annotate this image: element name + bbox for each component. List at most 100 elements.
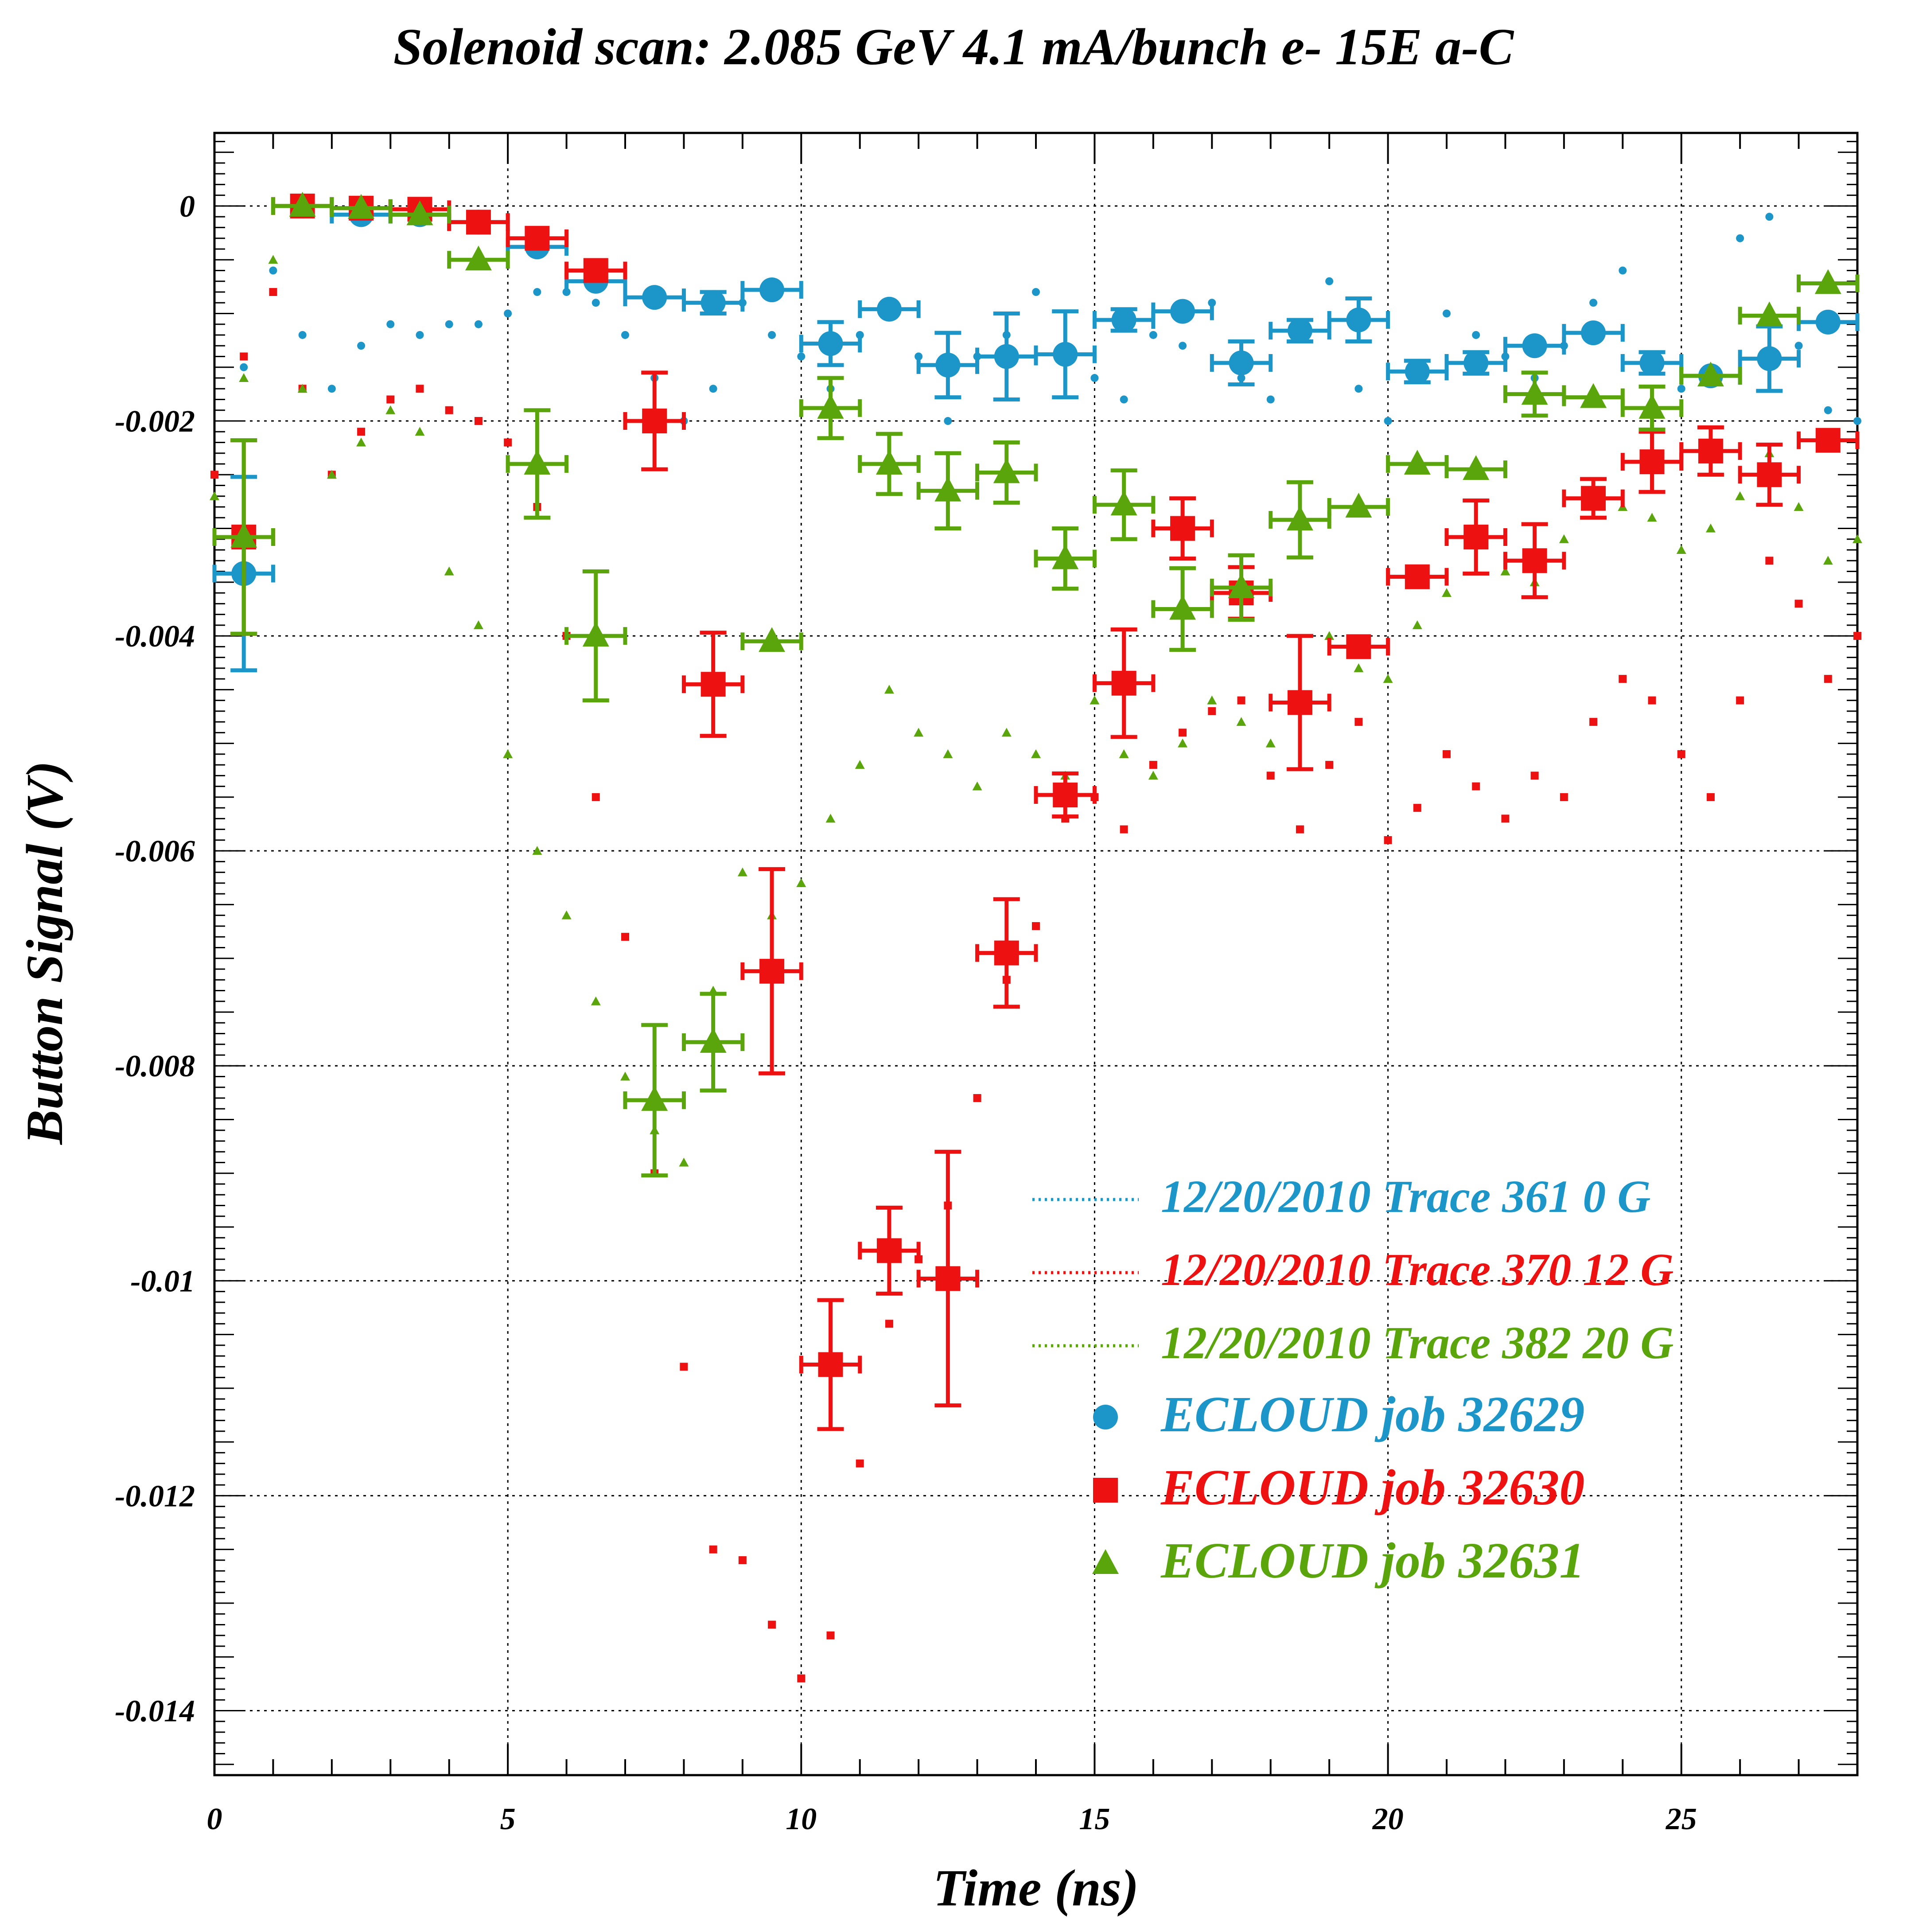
trace-point [1032,288,1040,296]
series-marker [994,940,1019,966]
legend-label: ECLOUD job 32630 [1160,1459,1584,1515]
trace-point [1384,417,1392,425]
trace-point [386,395,395,404]
trace-point [269,266,277,275]
trace-point [268,255,278,264]
axis-ticks [214,133,1858,1776]
series-marker [1169,595,1196,620]
series-marker [1287,690,1312,715]
series-marker [1110,491,1137,516]
trace-point [826,1631,835,1640]
trace-point [621,933,629,941]
series-marker [1111,308,1136,333]
trace-point [943,749,953,758]
trace-point [1443,750,1451,758]
trace-point [561,910,572,919]
trace-point [416,385,424,393]
trace-point [1530,771,1539,780]
series-marker [701,672,726,697]
trace-point [1472,782,1480,791]
series-marker [1814,269,1841,294]
trace-point [1853,632,1861,640]
series-marker [1170,299,1195,324]
trace-point [1001,728,1012,737]
chart-title: Solenoid scan: 2.085 GeV 4.1 mA/bunch e-… [393,18,1514,76]
y-tick-label: -0.006 [115,834,195,869]
trace-point [1032,922,1040,930]
trace-point [1619,675,1627,683]
trace-point [1296,825,1304,834]
trace-point [592,793,600,801]
trace-point [1560,793,1568,801]
legend-label: 12/20/2010 Trace 361 0 G [1161,1171,1650,1222]
series-marker [1639,351,1665,376]
x-tick-label: 25 [1666,1802,1697,1836]
trace-point [738,1556,747,1564]
trace-point [1266,771,1275,780]
series-marker [935,352,961,378]
series-group [212,191,1860,1178]
legend-label: 12/20/2010 Trace 370 12 G [1161,1244,1673,1295]
trace-point [473,620,483,629]
series-marker [1815,309,1841,335]
trace-point [1619,266,1627,275]
trace-point [737,867,747,876]
trace-point [357,342,366,350]
series-marker [1286,506,1313,531]
series-marker [1522,333,1547,358]
trace-point [1237,696,1245,705]
trace-point [1706,793,1715,801]
series-marker [1757,462,1782,487]
trace-point [885,1320,893,1328]
series-marker [1638,393,1666,419]
trace-point [1031,749,1041,758]
series-marker [1581,486,1606,511]
trace-point [1120,395,1128,404]
y-tick-label: -0.014 [115,1694,195,1728]
series-marker [1052,544,1079,569]
plot-frame [213,132,1859,1776]
series-group [212,193,1860,1431]
trace-point [1265,738,1276,748]
trace-point [1148,771,1158,780]
series-marker [1697,362,1724,387]
series-marker [876,1238,902,1263]
series-marker [466,210,491,235]
trace-point [1824,406,1832,414]
trace-point [1501,814,1510,823]
trace-point [709,385,717,393]
trace-point [1589,718,1598,726]
series-marker [1170,516,1195,541]
series-marker [700,1028,727,1053]
trace-point [768,331,776,339]
trace-point [1354,663,1364,672]
trace-point [269,288,277,296]
trace-point [415,427,425,436]
trace-point [1412,620,1422,629]
trace-point [796,878,806,887]
trace-point [474,320,483,328]
trace-point [1325,761,1334,769]
y-tick-label: -0.012 [115,1479,195,1513]
trace-point [1765,557,1774,565]
trace-point [1589,299,1598,307]
series-marker [994,344,1019,369]
trace-point [1178,738,1188,748]
series-marker [818,331,843,356]
trace-point [504,438,512,447]
series-marker [525,226,550,251]
series-marker [1463,351,1489,376]
y-tick-label: 0 [179,190,195,224]
trace-point [1208,707,1216,715]
trace-point [680,1363,688,1371]
trace-point [1119,749,1129,758]
x-tick-label: 10 [786,1802,817,1836]
y-tick-label: -0.004 [115,619,195,654]
series-marker [1521,380,1548,405]
trace-point [416,331,424,339]
series-group [212,193,1860,673]
y-tick-label: -0.002 [115,405,195,439]
series-marker [524,450,551,475]
